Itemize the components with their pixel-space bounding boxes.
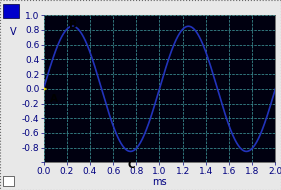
- Text: A: A: [50, 94, 58, 104]
- Text: V: V: [10, 27, 17, 37]
- X-axis label: ms: ms: [152, 177, 167, 187]
- Text: B: B: [69, 21, 77, 30]
- Text: C: C: [127, 160, 135, 170]
